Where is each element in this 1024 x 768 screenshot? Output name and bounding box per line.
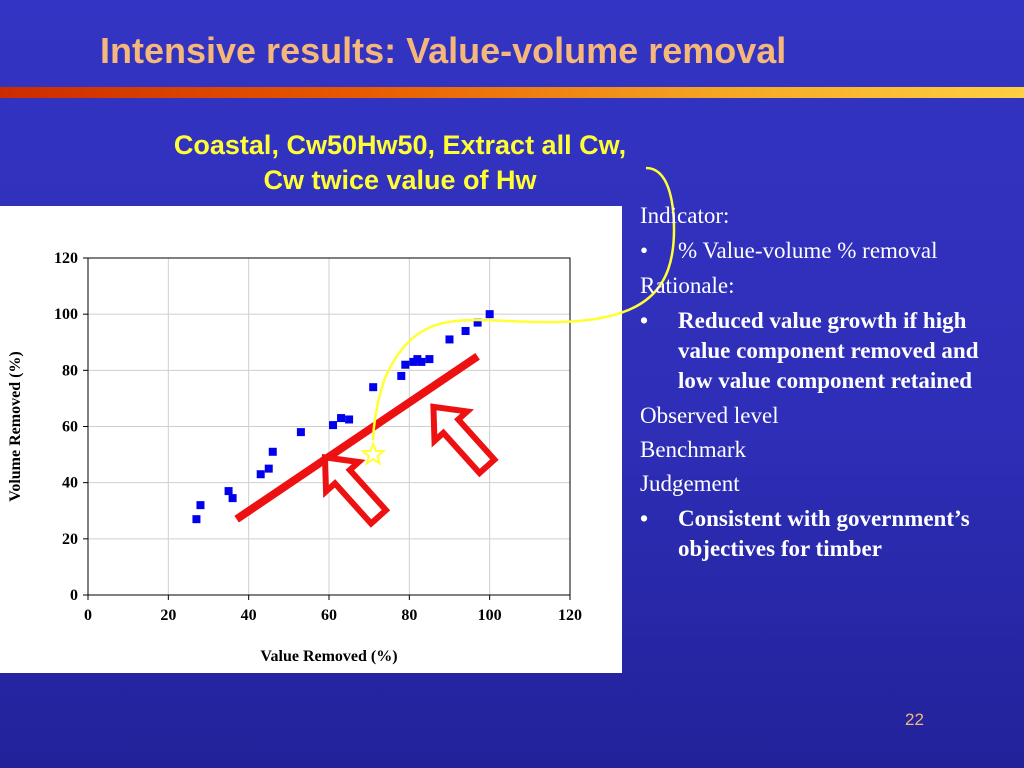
judgement-item: • Consistent with government’s objective… [640, 504, 1015, 564]
x-tick-label: 20 [160, 607, 176, 624]
y-tick-label: 40 [62, 475, 78, 492]
rationale-heading: Rationale: [640, 273, 735, 298]
bullet-icon: • [640, 238, 649, 263]
x-axis-label: Value Removed (%) [260, 648, 397, 665]
indicator-heading: Indicator: [640, 203, 730, 228]
chart-title: Coastal, Cw50Hw50, Extract all Cw, Cw tw… [173, 130, 627, 195]
title-divider [0, 87, 1024, 98]
data-point [196, 501, 205, 510]
data-point [268, 447, 277, 456]
data-point [345, 415, 354, 424]
annotation-overlay [234, 352, 499, 528]
x-tick-label: 120 [558, 607, 582, 624]
x-tick-label: 100 [478, 607, 502, 624]
data-point [296, 428, 305, 437]
data-point [264, 464, 273, 473]
star-marker-icon [359, 440, 387, 466]
y-tick-label: 60 [62, 419, 78, 436]
y-tick-label: 100 [54, 306, 78, 323]
data-point [397, 371, 406, 380]
info-panel: Indicator: • % Value-volume % removal Ra… [640, 202, 1015, 570]
slide-title: Intensive results: Value-volume removal [100, 30, 787, 71]
axis-ticks: 0 20 40 60 80 100 120 0 20 40 60 80 100 120 [54, 250, 582, 624]
data-point [192, 515, 201, 524]
y-tick-label: 20 [62, 531, 78, 548]
observed-level-heading: Observed level [640, 403, 779, 428]
gridlines [88, 258, 570, 595]
data-point [256, 470, 265, 479]
indicator-list: • % Value-volume % removal [640, 236, 1015, 266]
y-tick-label: 120 [54, 250, 78, 267]
scatter-chart: 0 20 40 60 80 100 120 0 20 40 60 80 100 120 Value Rem… [7, 250, 582, 665]
x-tick-label: 80 [401, 607, 417, 624]
rationale-item: • Reduced value growth if high value com… [640, 306, 1015, 396]
benchmark-heading: Benchmark [640, 437, 747, 462]
data-point [224, 487, 233, 496]
x-tick-label: 40 [241, 607, 257, 624]
judgement-text: Consistent with government’s objectives … [678, 506, 970, 561]
data-point [417, 357, 426, 366]
data-point [329, 421, 338, 430]
data-point [337, 414, 346, 423]
block-arrow-icon [321, 453, 391, 528]
data-point [485, 310, 494, 319]
x-tick-label: 60 [321, 607, 337, 624]
data-point [445, 335, 454, 344]
rationale-list: • Reduced value growth if high value com… [640, 306, 1015, 396]
y-tick-label: 0 [70, 587, 78, 604]
y-tick-label: 80 [62, 362, 78, 379]
y-axis-label: Volume Removed (%) [7, 351, 24, 502]
bullet-icon: • [640, 308, 649, 333]
data-point [425, 355, 434, 364]
data-point [369, 383, 378, 392]
block-arrow-icon [430, 403, 499, 478]
data-point [228, 494, 237, 503]
data-point [473, 318, 482, 327]
rationale-text: Reduced value growth if high value compo… [678, 308, 979, 393]
data-point [401, 360, 410, 369]
bullet-icon: • [640, 506, 649, 531]
chart-panel: 0 20 40 60 80 100 120 0 20 40 60 80 100 120 Value Rem… [0, 206, 622, 673]
judgement-list: • Consistent with government’s objective… [640, 504, 1015, 564]
slide-number: 22 [905, 710, 924, 729]
judgement-heading: Judgement [640, 471, 740, 496]
indicator-item: • % Value-volume % removal [640, 236, 1015, 266]
data-point [461, 327, 470, 336]
x-tick-label: 0 [84, 607, 92, 624]
indicator-text: % Value-volume % removal [678, 238, 938, 263]
